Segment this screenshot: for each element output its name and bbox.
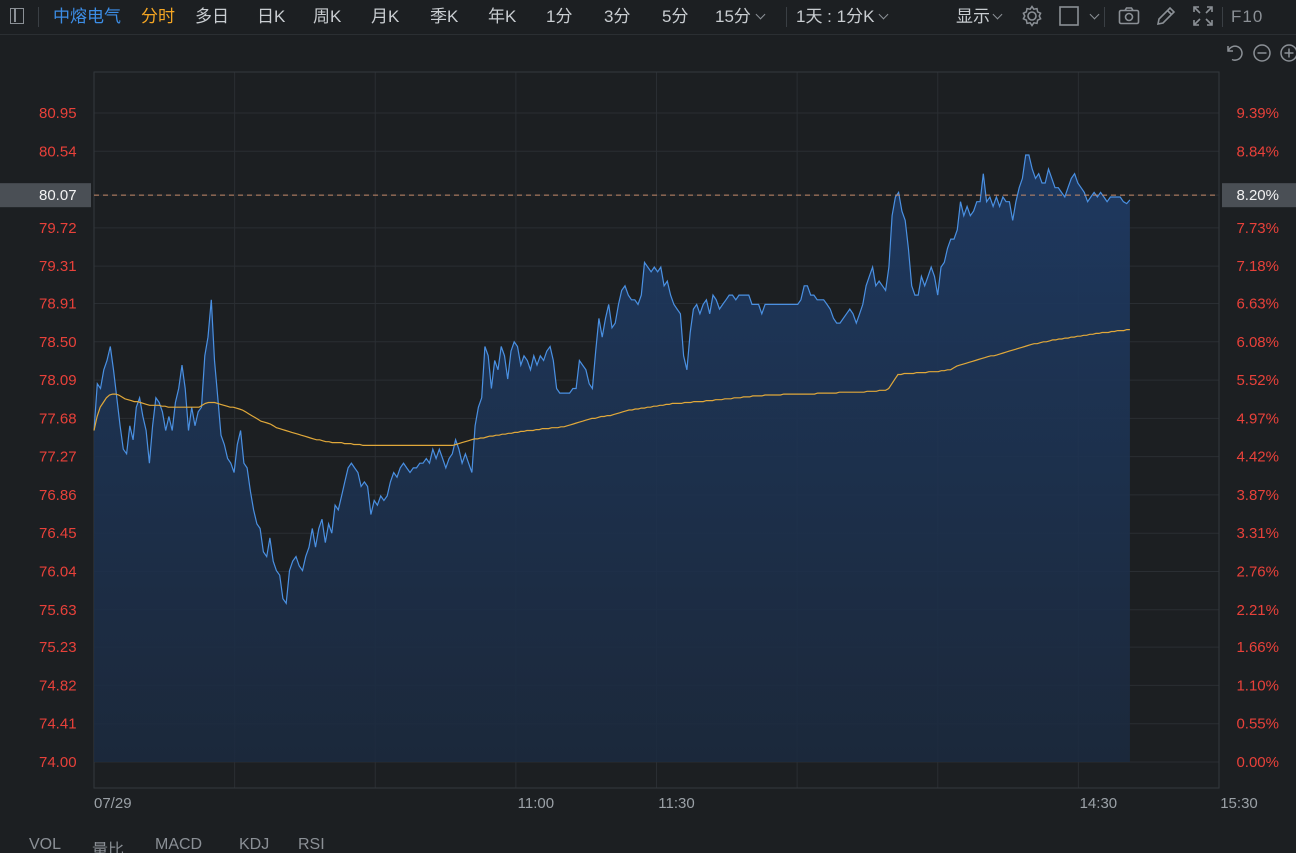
y-tick-label-price: 76.45 — [39, 525, 77, 542]
y-tick-label-price: 74.41 — [39, 716, 77, 733]
y-tick-label-percent: 2.21% — [1236, 602, 1279, 619]
y-tick-label-price: 74.82 — [39, 677, 77, 694]
y-tick-label-price: 80.54 — [39, 143, 77, 160]
y-tick-label-price: 75.23 — [39, 639, 77, 656]
y-tick-label-price: 78.50 — [39, 334, 77, 351]
period-tab-15min[interactable]: 15分 — [715, 6, 766, 28]
y-tick-label-percent: 5.52% — [1236, 372, 1279, 389]
pen-icon[interactable] — [1154, 4, 1178, 28]
x-tick-label-time: 11:30 — [658, 795, 694, 812]
y-tick-label-percent: 7.73% — [1236, 220, 1279, 237]
y-tick-label-price: 76.86 — [39, 487, 77, 504]
chevron-down-icon[interactable] — [1089, 9, 1100, 20]
period-tab-1min[interactable]: 1分 — [546, 7, 573, 26]
sidebar-toggle-icon[interactable] — [10, 8, 24, 24]
indicator-tab-vol[interactable]: VOL — [29, 836, 62, 853]
period-tab-daily[interactable]: 日K — [257, 7, 286, 26]
y-tick-label-percent: 7.18% — [1236, 258, 1279, 275]
period-tab-3min[interactable]: 3分 — [604, 7, 631, 26]
intraday-price-chart[interactable]: 80.95 80.54 80.07 79.72 79.31 78.91 78.50 78.09… — [0, 35, 1296, 835]
indicator-tabs: VOL 量比 MACD KDJ RSI — [0, 835, 1296, 853]
y-tick-label-percent: 4.42% — [1236, 449, 1279, 466]
average-price-line — [93, 329, 1130, 446]
y-tick-label-price: 75.63 — [39, 602, 77, 619]
chevron-down-icon — [992, 9, 1003, 20]
y-tick-label-price: 80.07 — [39, 187, 77, 204]
camera-icon[interactable] — [1117, 4, 1141, 28]
y-tick-label-percent: 1.66% — [1236, 639, 1279, 656]
zoom-controls — [1227, 44, 1296, 62]
y-tick-label-percent: 8.20% — [1236, 187, 1279, 204]
y-tick-label-percent: 1.10% — [1236, 677, 1279, 694]
period-tab-yearly[interactable]: 年K — [488, 7, 517, 26]
y-tick-label-percent: 3.31% — [1236, 525, 1279, 542]
price-line — [93, 154, 1131, 605]
y-tick-label-percent: 0.55% — [1236, 716, 1279, 733]
indicator-tab-macd[interactable]: MACD — [155, 836, 203, 853]
price-area-fill — [94, 155, 1130, 762]
f10-button[interactable]: F10 — [1231, 7, 1264, 26]
period-tab-intraday[interactable]: 分时 — [141, 7, 175, 26]
range-select[interactable]: 1天 : 1分K — [796, 6, 889, 28]
y-tick-label-percent: 6.63% — [1236, 296, 1279, 313]
toolbar-divider — [1104, 7, 1105, 27]
x-tick-label-time: 14:30 — [1080, 795, 1118, 812]
toolbar-divider — [38, 7, 39, 27]
y-tick-label-percent: 8.84% — [1236, 143, 1279, 160]
period-tab-multiday[interactable]: 多日 — [195, 7, 229, 26]
stock-name[interactable]: 中熔电气 — [53, 7, 121, 26]
y-tick-label-percent: 4.97% — [1236, 410, 1279, 427]
chevron-down-icon — [878, 9, 889, 20]
y-tick-label-percent: 3.87% — [1236, 487, 1279, 504]
indicator-tab-rsi[interactable]: RSI — [298, 836, 325, 853]
y-tick-label-percent: 2.76% — [1236, 564, 1279, 581]
fullscreen-icon[interactable] — [1191, 4, 1215, 28]
toolbar-divider — [1222, 7, 1223, 27]
chart-toolbar: 中熔电气 分时 多日 日K 周K 月K 季K 年K 1分 3分 5分 15分 1… — [0, 0, 1296, 35]
period-tab-monthly[interactable]: 月K — [371, 7, 400, 26]
y-tick-label-price: 79.72 — [39, 220, 77, 237]
y-tick-label-price: 77.68 — [39, 410, 77, 427]
x-tick-label-time: 07/29 — [94, 795, 132, 812]
x-tick-label-time: 15:30 — [1220, 795, 1258, 812]
y-tick-label-percent: 9.39% — [1236, 105, 1279, 122]
y-tick-label-price: 74.00 — [39, 754, 77, 771]
indicator-tab-volume-ratio[interactable]: 量比 — [92, 842, 125, 853]
display-menu[interactable]: 显示 — [956, 6, 1003, 28]
checkbox-icon[interactable] — [1057, 4, 1081, 28]
y-tick-label-percent: 6.08% — [1236, 334, 1279, 351]
undo-icon[interactable] — [1227, 45, 1243, 61]
period-tab-quarterly[interactable]: 季K — [430, 7, 459, 26]
y-tick-label-percent: 0.00% — [1236, 754, 1279, 771]
y-tick-label-price: 76.04 — [39, 564, 77, 581]
toolbar-divider — [786, 7, 787, 27]
y-tick-label-price: 78.09 — [39, 372, 77, 389]
current-price-tag — [0, 183, 91, 208]
period-tab-15min-label: 15分 — [715, 7, 751, 26]
range-select-label: 1天 : 1分K — [796, 7, 875, 26]
indicator-tab-kdj[interactable]: KDJ — [239, 836, 270, 853]
period-tab-5min[interactable]: 5分 — [662, 7, 689, 26]
settings-gear-icon[interactable] — [1020, 4, 1044, 28]
display-menu-label: 显示 — [956, 7, 990, 26]
y-tick-label-price: 80.95 — [39, 105, 77, 122]
x-tick-label-time: 11:00 — [518, 795, 554, 812]
chevron-down-icon — [755, 9, 766, 20]
zoom-in-icon[interactable] — [1280, 44, 1296, 62]
y-tick-label-price: 77.27 — [39, 449, 77, 466]
period-tab-weekly[interactable]: 周K — [313, 7, 342, 26]
y-tick-label-price: 79.31 — [39, 258, 77, 275]
current-percent-tag — [1222, 183, 1296, 208]
zoom-out-icon[interactable] — [1253, 44, 1271, 62]
y-tick-label-price: 78.91 — [39, 296, 77, 313]
